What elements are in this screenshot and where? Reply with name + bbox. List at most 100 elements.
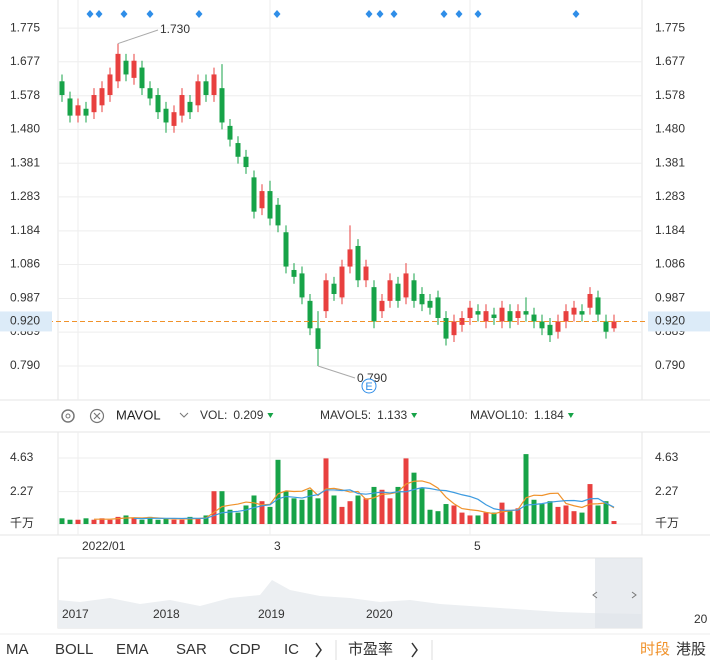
candle-body — [547, 324, 553, 336]
event-diamond[interactable] — [440, 10, 448, 18]
candle-body — [531, 314, 537, 322]
volume-bar — [123, 515, 129, 525]
candle-body — [307, 300, 313, 329]
volume-bar — [499, 502, 505, 525]
tab[interactable]: MA — [6, 641, 29, 658]
volume-bar — [371, 486, 377, 525]
volume-bar — [139, 519, 145, 525]
y-tick-label: 1.480 — [10, 122, 40, 136]
event-diamond[interactable] — [455, 10, 463, 18]
navigator-label: 20 — [694, 612, 708, 626]
candle-body — [291, 269, 297, 277]
event-diamond[interactable] — [146, 10, 154, 18]
navigator-window[interactable] — [595, 558, 642, 628]
volume-bar — [395, 486, 401, 525]
volume-bar — [115, 516, 121, 525]
event-diamond[interactable] — [572, 10, 580, 18]
tab[interactable]: 港股 — [676, 641, 706, 658]
candle-body — [115, 53, 121, 82]
volume-bar — [451, 505, 457, 525]
high-label: 1.730 — [160, 22, 190, 36]
price-tag-bg — [648, 311, 710, 332]
candle-body — [571, 307, 577, 315]
volume-bar — [243, 505, 249, 525]
y-tick-label-right: 1.775 — [655, 20, 685, 34]
event-diamond[interactable] — [365, 10, 373, 18]
event-diamond[interactable] — [474, 10, 482, 18]
candle-body — [467, 307, 473, 319]
settings-icon[interactable] — [61, 409, 75, 423]
candle-body — [427, 300, 433, 308]
volume-bar — [171, 519, 177, 525]
volume-bar — [291, 498, 297, 525]
candle-body — [211, 74, 217, 96]
volume-bar — [355, 495, 361, 525]
tab[interactable]: 时段 — [640, 641, 670, 658]
tab-arrow[interactable] — [411, 642, 418, 658]
dropdown-chevron[interactable] — [179, 412, 189, 418]
volume-bar — [203, 515, 209, 525]
tab-arrow[interactable] — [315, 642, 322, 658]
candle-body — [587, 293, 593, 308]
tab[interactable]: CDP — [229, 641, 261, 658]
close-icon[interactable] — [89, 408, 105, 424]
event-diamond[interactable] — [86, 10, 94, 18]
candle-body — [227, 125, 233, 140]
candle-body — [443, 318, 449, 339]
candle-body — [611, 321, 617, 329]
tab[interactable]: SAR — [176, 641, 207, 658]
toolbar: MAVOL — [61, 407, 189, 424]
candle-body — [267, 191, 273, 219]
tab[interactable]: EMA — [116, 641, 149, 658]
y-tick-label-right: 1.480 — [655, 122, 685, 136]
candle-body — [363, 266, 369, 281]
volume-bar — [275, 459, 281, 525]
candle-body — [379, 300, 385, 312]
event-diamond[interactable] — [95, 10, 103, 18]
candle-body — [139, 67, 145, 89]
candle-body — [483, 311, 489, 322]
tab[interactable]: 市盈率 — [348, 641, 393, 658]
indicator-name[interactable]: MAVOL — [116, 407, 161, 422]
candle-body — [187, 101, 193, 113]
candle-body — [75, 105, 81, 116]
volume-bar — [75, 519, 81, 525]
tab[interactable]: BOLL — [55, 641, 93, 658]
event-diamond[interactable] — [120, 10, 128, 18]
volume-bar — [155, 519, 161, 525]
candle-body — [171, 112, 177, 126]
volume-bar — [187, 516, 193, 525]
candle-body — [579, 311, 585, 315]
candle-body — [331, 283, 337, 294]
tab[interactable]: IC — [284, 641, 299, 658]
candle-body — [99, 88, 105, 106]
volume-bar — [435, 511, 441, 525]
event-diamond[interactable] — [273, 10, 281, 18]
volume-bar — [235, 512, 241, 525]
y-tick-label: 2.27 — [10, 484, 34, 498]
candle-body — [67, 98, 73, 116]
event-diamond[interactable] — [390, 10, 398, 18]
event-marker[interactable] — [361, 378, 377, 394]
y-tick-label-right: 1.578 — [655, 88, 685, 102]
candle-body — [59, 81, 65, 96]
navigator-handles[interactable] — [592, 591, 637, 599]
legend-arrow — [267, 413, 274, 418]
low-leader — [317, 365, 356, 379]
event-diamond[interactable] — [195, 10, 203, 18]
price-tag-bg — [0, 311, 52, 332]
candle-body — [283, 232, 289, 267]
navigator-label: 2017 — [62, 607, 89, 621]
volume-bar — [555, 506, 561, 525]
high-leader — [117, 29, 159, 45]
event-diamond[interactable] — [376, 10, 384, 18]
navigator-label: 2019 — [258, 607, 285, 621]
candle-body — [371, 287, 377, 322]
candle-body — [603, 321, 609, 332]
candle-body — [179, 95, 185, 116]
candle-body — [523, 311, 529, 315]
volume-bar — [483, 512, 489, 525]
volume-bar — [251, 495, 257, 525]
